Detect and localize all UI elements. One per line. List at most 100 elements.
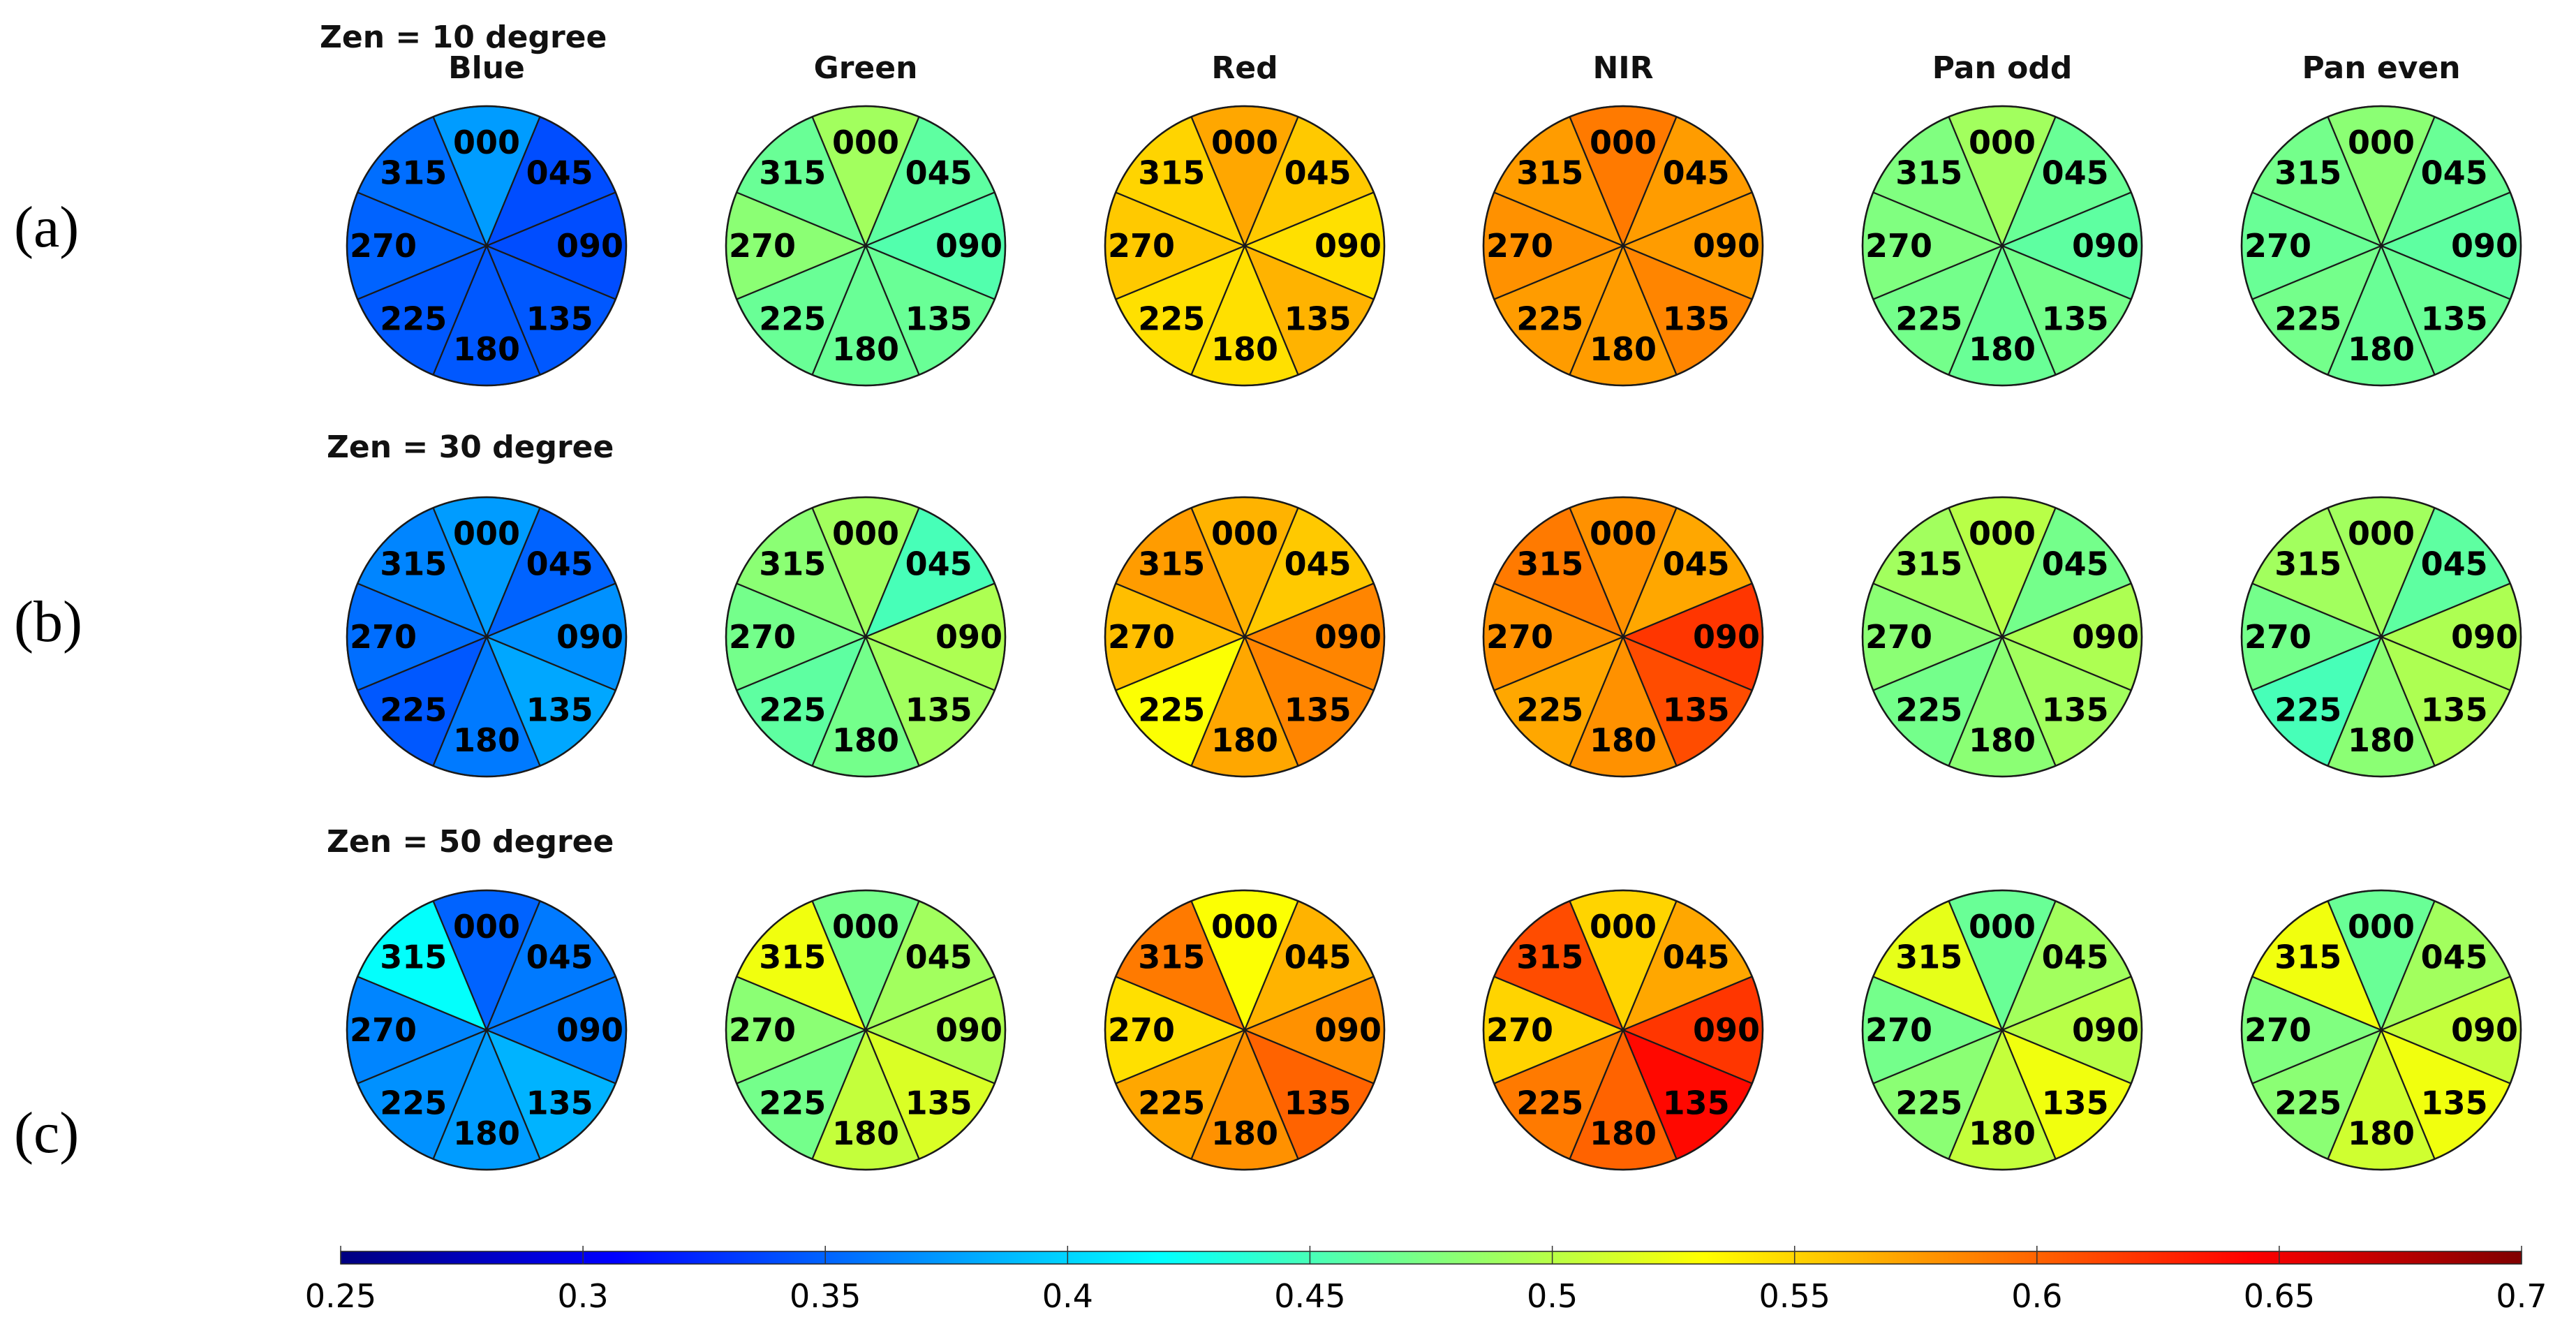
wheel-outline [346,105,628,387]
wheel-outline [1482,496,1764,778]
azimuth-label-090: 090 [2451,1011,2518,1049]
azimuth-label-135: 135 [1285,300,1352,338]
azimuth-label-315: 315 [1895,154,1962,191]
azimuth-label-045: 045 [905,938,972,976]
band-title-blue: Blue [448,50,525,86]
azimuth-label-000: 000 [1590,515,1657,552]
azimuth-label-000: 000 [453,908,520,946]
colorbar-tick-label: 0.25 [305,1277,376,1315]
azimuth-label-225: 225 [1138,300,1205,338]
wheel-outline [725,496,1007,778]
azimuth-label-315: 315 [1895,938,1962,976]
azimuth-label-090: 090 [935,227,1002,265]
azimuth-label-270: 270 [1108,1011,1175,1049]
azimuth-label-270: 270 [350,618,417,656]
azimuth-label-045: 045 [2421,545,2488,582]
azimuth-label-045: 045 [1285,154,1352,191]
azimuth-label-270: 270 [350,1011,417,1049]
azimuth-label-000: 000 [2348,124,2415,161]
azimuth-label-225: 225 [380,1084,447,1122]
zenith-title-50: Zen = 50 degree [327,824,614,860]
azimuth-label-000: 000 [832,908,899,946]
azimuth-label-045: 045 [905,545,972,582]
wheel-outline [2240,889,2522,1171]
azimuth-label-315: 315 [1895,545,1962,582]
colorbar-tick-label: 0.35 [790,1277,861,1315]
azimuth-label-000: 000 [453,515,520,552]
azimuth-label-090: 090 [2072,618,2139,656]
azimuth-label-090: 090 [935,1011,1002,1049]
azimuth-label-135: 135 [2421,300,2488,338]
azimuth-label-045: 045 [2042,545,2109,582]
azimuth-label-315: 315 [2274,545,2341,582]
row-label-b: (b) [14,589,82,654]
azimuth-label-225: 225 [2274,691,2341,729]
azimuth-label-315: 315 [1138,545,1205,582]
wheel-outline [1482,889,1764,1171]
wheel-outline [346,496,628,778]
azimuth-label-180: 180 [1969,330,2036,368]
azimuth-label-270: 270 [1108,227,1175,265]
azimuth-label-135: 135 [526,691,593,729]
polar-wheels: 0000450901351802252703150000450901351802… [346,105,2522,1171]
azimuth-label-000: 000 [2348,515,2415,552]
wheel-outline [1482,105,1764,387]
azimuth-label-090: 090 [556,227,623,265]
azimuth-label-270: 270 [729,1011,796,1049]
wheel-outline [346,889,628,1171]
azimuth-label-225: 225 [1895,300,1962,338]
azimuth-label-180: 180 [1590,330,1657,368]
azimuth-label-000: 000 [1211,124,1278,161]
colorbar-tick-label: 0.4 [1042,1277,1093,1315]
azimuth-label-090: 090 [1315,1011,1382,1049]
azimuth-label-315: 315 [380,938,447,976]
azimuth-label-000: 000 [1211,908,1278,946]
azimuth-label-225: 225 [1516,691,1583,729]
azimuth-label-135: 135 [1285,1084,1352,1122]
azimuth-label-315: 315 [1138,154,1205,191]
zenith-titles: Zen = 10 degree Zen = 30 degree Zen = 50… [320,20,614,860]
azimuth-label-315: 315 [1138,938,1205,976]
azimuth-label-270: 270 [729,227,796,265]
azimuth-label-180: 180 [832,1115,899,1152]
azimuth-label-225: 225 [380,691,447,729]
azimuth-label-270: 270 [2244,227,2311,265]
azimuth-label-135: 135 [2421,691,2488,729]
azimuth-label-225: 225 [759,691,826,729]
azimuth-label-225: 225 [1895,691,1962,729]
colorbar-tick-label: 0.3 [558,1277,609,1315]
colorbar-tick-label: 0.55 [1759,1277,1830,1315]
colorbar-gradient [340,1251,2522,1265]
azimuth-label-180: 180 [453,721,520,759]
band-title-pan-odd: Pan odd [1932,50,2073,86]
wheel-outline [1104,496,1386,778]
azimuth-label-225: 225 [380,300,447,338]
azimuth-label-045: 045 [1285,545,1352,582]
azimuth-label-045: 045 [526,545,593,582]
azimuth-label-135: 135 [2042,300,2109,338]
azimuth-label-045: 045 [526,938,593,976]
azimuth-label-000: 000 [453,124,520,161]
azimuth-label-180: 180 [1211,330,1278,368]
colorbar-tick-label: 0.7 [2496,1277,2547,1315]
azimuth-label-135: 135 [905,1084,972,1122]
azimuth-label-000: 000 [1590,908,1657,946]
colorbar-tick-label: 0.45 [1274,1277,1345,1315]
wheel-outline [1861,889,2143,1171]
azimuth-label-090: 090 [1693,227,1760,265]
azimuth-label-315: 315 [759,938,826,976]
azimuth-label-180: 180 [1211,721,1278,759]
azimuth-label-180: 180 [1211,1115,1278,1152]
zenith-title-10: Zen = 10 degree [320,20,607,55]
azimuth-label-090: 090 [556,1011,623,1049]
azimuth-label-135: 135 [905,691,972,729]
